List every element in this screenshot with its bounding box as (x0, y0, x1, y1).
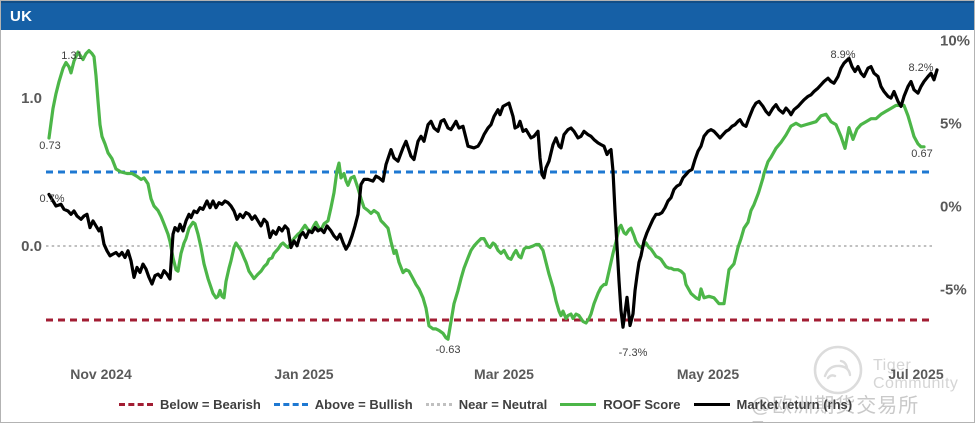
legend: Below = Bearish Above = Bullish Near = Neu… (119, 397, 852, 412)
x-axis-tick: Nov 2024 (70, 366, 132, 382)
legend-label: Above = Bullish (314, 397, 413, 412)
legend-dashed-line-icon (119, 403, 153, 406)
legend-item: Below = Bearish (119, 397, 261, 412)
legend-item: Near = Neutral (425, 397, 548, 412)
watermark-cn-text: @欧洲期货交易所Eurex (751, 395, 920, 422)
data-label: -7.3% (619, 347, 648, 359)
header-bar: UK (1, 1, 974, 30)
data-label: 8.9% (830, 49, 855, 61)
legend-item: Market return (rhs) (693, 397, 853, 412)
legend-solid-line-icon (693, 403, 730, 406)
left-axis-tick: 1.0 (21, 90, 42, 107)
legend-solid-line-icon (560, 403, 597, 406)
legend-item: ROOF Score (560, 397, 681, 412)
data-label: 0.73 (39, 140, 60, 152)
legend-label: Below = Bearish (160, 397, 261, 412)
right-axis-tick: 10% (940, 33, 970, 50)
legend-item: Above = Bullish (273, 397, 413, 412)
left-axis-tick: 0.0 (21, 238, 42, 255)
data-label: 0.7% (39, 193, 64, 205)
legend-label: ROOF Score (603, 397, 681, 412)
data-label: 0.67 (911, 148, 932, 160)
data-label: 1.31 (61, 50, 82, 62)
legend-label: Market return (rhs) (736, 397, 853, 412)
series-roof-score (47, 48, 926, 341)
legend-label: Near = Neutral (458, 397, 548, 412)
x-axis-tick: May 2025 (677, 366, 739, 382)
series-market-return-rhs (47, 56, 939, 329)
x-axis-tick: Mar 2025 (474, 366, 534, 382)
x-axis-tick: Jul 2025 (888, 366, 943, 382)
right-axis-tick: 5% (940, 116, 962, 133)
data-label: -0.63 (435, 344, 460, 356)
right-axis-tick: -5% (940, 282, 967, 299)
tiger-logo-icon (811, 343, 865, 402)
watermark-brand-text: Tiger Community (873, 357, 959, 392)
legend-dotted-line-icon (425, 403, 452, 406)
x-axis-tick: Jan 2025 (274, 366, 333, 382)
data-label: 8.2% (908, 62, 933, 74)
right-axis-tick: 0% (940, 199, 962, 216)
legend-dashed-line-icon (273, 403, 308, 406)
page-title: UK (10, 8, 33, 25)
